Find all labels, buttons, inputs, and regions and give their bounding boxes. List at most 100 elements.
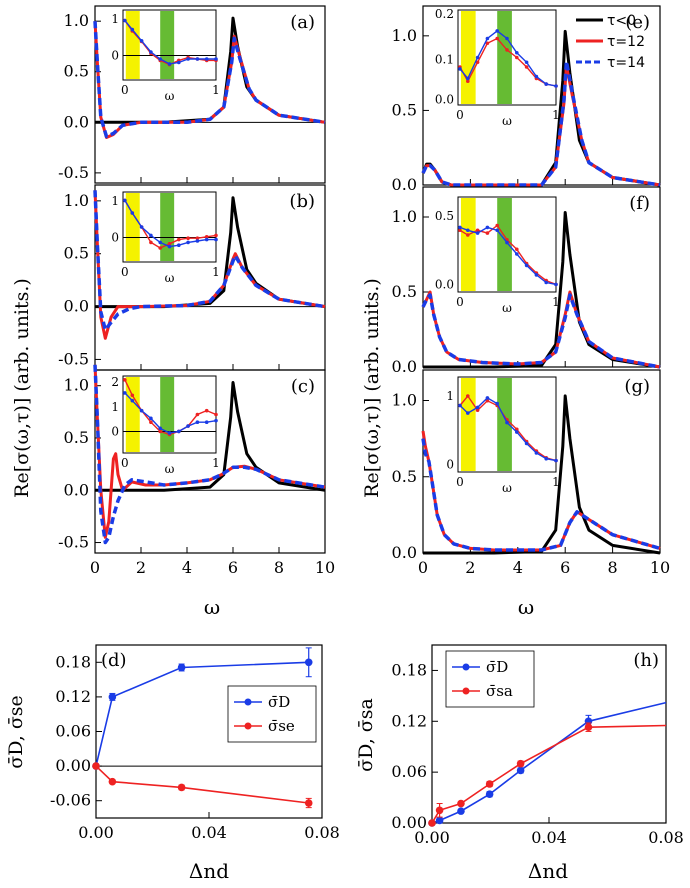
right-ylabel: Re[σ(ω,τ)] (arb. units.) <box>361 278 383 498</box>
inset-marker-red <box>505 48 509 52</box>
y-tick-label: 1.0 <box>64 11 89 30</box>
inset-yellow-band <box>460 11 476 104</box>
inset-y-tick-label: 0.0 <box>435 92 454 106</box>
inset-marker-blue <box>167 431 172 435</box>
data-point <box>304 799 313 807</box>
inset-marker-red <box>204 235 209 239</box>
data-point <box>304 658 313 667</box>
legend-marker <box>462 687 470 695</box>
inset-marker-red <box>204 408 209 413</box>
x-tick-label: 0.08 <box>304 823 340 842</box>
series-line-τ=14 <box>421 438 661 552</box>
data-point <box>92 762 100 770</box>
xlabel-d: Δnd <box>189 859 229 883</box>
inset-marker-blue <box>186 240 190 245</box>
inset-y-tick-label: 0.0 <box>435 277 454 291</box>
inset-xlabel: ω <box>165 271 175 285</box>
xlabel-h: Δnd <box>528 859 568 883</box>
inset-x-tick-label: 0 <box>456 295 464 309</box>
inset-marker-blue <box>524 263 529 268</box>
inset-marker-blue <box>123 198 127 203</box>
inset-marker-blue <box>554 84 558 88</box>
inset-marker-red <box>515 247 519 252</box>
ylabel-d: σ̄D, σ̄se <box>5 695 27 769</box>
data-point <box>108 777 117 786</box>
panel-e: 0.00.51.0(e)0.20.10.00 1ω <box>392 5 661 194</box>
series-line-τ=14 <box>93 21 326 139</box>
x-tick-label: 0.00 <box>414 828 450 847</box>
data-point <box>435 816 444 825</box>
inset: 0.2 0.1 0.00 1 ω <box>435 7 560 128</box>
inset-marker-blue <box>505 36 509 41</box>
y-tick-label: 0.00 <box>391 813 427 832</box>
inset-marker-blue <box>534 273 539 277</box>
data-point <box>435 806 444 815</box>
y-tick-label: 0.5 <box>392 282 417 301</box>
inset-marker-blue <box>186 424 190 428</box>
inset-marker-blue <box>466 228 470 233</box>
y-tick-label: 0.18 <box>55 652 91 671</box>
y-tick-label: 0.0 <box>64 297 89 316</box>
inset-y-tick-label: 2 <box>111 375 119 389</box>
inset-marker-red <box>466 79 470 84</box>
legend-top-right: τ<0 τ=12 τ=14 <box>576 13 645 71</box>
y-tick-label: 0.00 <box>55 756 91 775</box>
panel-label: (b) <box>289 191 315 212</box>
inset-x-tick-label: 0 <box>456 475 464 489</box>
inset-marker-blue <box>534 74 539 79</box>
series-line <box>95 661 309 767</box>
panel-b: -0.5 0.0 0.5 1.0 (b) 1 0 0 1 ω <box>58 184 326 371</box>
inset-green-band <box>160 11 175 79</box>
panel-label: (e) <box>625 12 650 33</box>
y-tick-label: 0.12 <box>55 687 91 706</box>
legend-label: τ<0 <box>607 13 636 29</box>
inset-marker-blue <box>139 408 144 413</box>
x-tick-label: 4 <box>182 558 192 577</box>
inset-marker-blue <box>149 416 153 421</box>
inset-marker-blue <box>158 426 162 431</box>
y-tick-label: -0.06 <box>50 791 91 810</box>
inset-marker-red <box>123 378 127 382</box>
x-tick-label: 10 <box>315 558 335 577</box>
y-tick-label: 0.0 <box>64 112 89 131</box>
x-tick-label: 0.04 <box>531 828 567 847</box>
series-line-τ=14 <box>93 190 326 332</box>
inset-marker-red <box>475 408 480 413</box>
y-tick-label: 0.0 <box>392 543 417 562</box>
inset-marker-blue <box>505 240 509 245</box>
inset-marker-blue <box>167 244 172 249</box>
inset-xlabel: ω <box>165 462 175 476</box>
y-tick-label: 1.0 <box>392 26 417 45</box>
series-line-τ=14 <box>93 364 326 545</box>
inset-marker-red <box>485 41 490 46</box>
inset-marker-red <box>515 427 519 432</box>
series-line-τ<0 <box>423 394 661 555</box>
inset-marker-blue <box>139 39 144 43</box>
inset-marker-red <box>458 228 462 233</box>
inset-x-tick-label: 1 <box>212 265 220 279</box>
inset-marker-blue <box>214 237 218 242</box>
legend-label: τ=14 <box>607 55 645 71</box>
data-point <box>516 766 525 775</box>
y-tick-label: 1.0 <box>64 191 89 210</box>
series-line-τ<0 <box>423 211 661 369</box>
inset-marker-blue <box>186 57 190 61</box>
inset-marker-blue <box>524 441 529 446</box>
inset-marker-red <box>466 394 470 398</box>
plot-frame <box>94 369 326 554</box>
legend-label: σ̄se <box>268 717 295 735</box>
series-line-τ=12 <box>93 190 326 340</box>
inset: 1 00 1 ω <box>446 376 560 495</box>
inset-marker-blue <box>524 60 529 65</box>
inset-marker-blue <box>158 57 162 61</box>
series-line-τ=14 <box>421 59 661 187</box>
inset-marker-blue <box>130 211 135 215</box>
inset-y-tick-label: 0 <box>111 424 119 438</box>
inset-marker-blue <box>544 82 548 86</box>
inset-marker-blue <box>485 36 490 41</box>
inset-yellow-band <box>460 198 476 291</box>
series-line-τ<0 <box>95 381 326 492</box>
right-column-panels: 0.00.51.0(e)0.20.10.00 1ω0.00.51.0(f)0.50… <box>392 5 670 577</box>
inset-marker-blue <box>505 420 509 425</box>
inset-marker-red <box>214 233 218 238</box>
